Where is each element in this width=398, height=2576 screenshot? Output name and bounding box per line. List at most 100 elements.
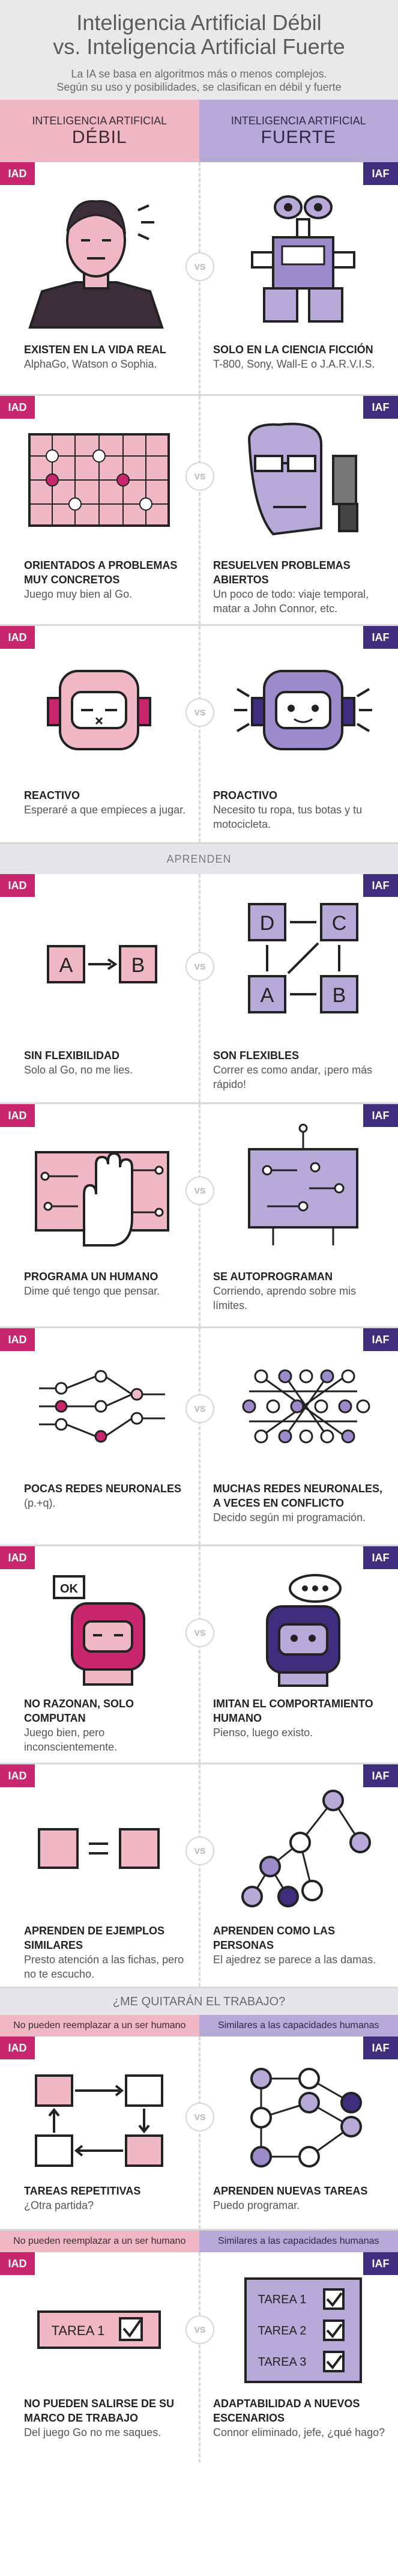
- caption-weak-sub: Juego muy bien al Go.: [24, 588, 133, 600]
- caption-weak-sub: Del juego Go no me saques.: [24, 2426, 161, 2438]
- terminator-face-icon: [247, 422, 358, 536]
- section-reactive: IAD IAF VS REACTIVO Esperaré a que empie…: [0, 626, 398, 844]
- caption-weak-title: POCAS REDES NEURONALES: [24, 1483, 182, 1495]
- caption-weak: SIN FLEXIBILIDAD Solo al Go, no me lies.: [24, 1048, 198, 1077]
- caption-strong-title: SE AUTOPROGRAMAN: [213, 1271, 333, 1283]
- vs-badge: VS: [185, 2315, 214, 2344]
- tag-iad: IAD: [0, 1764, 35, 1787]
- tag-iad: IAD: [0, 874, 35, 897]
- caption-strong-title: SON FLEXIBLES: [213, 1050, 300, 1062]
- caption-weak-sub: AlphaGo, Watson o Sophia.: [24, 358, 157, 370]
- vs-badge: VS: [185, 1176, 214, 1205]
- section-problems: IAD IAF VS ORIENTADOS A PROBLEMAS MUY CO…: [0, 396, 398, 626]
- tag-iad: IAD: [0, 1546, 35, 1569]
- tag-iaf: IAF: [363, 626, 398, 649]
- section-adaptability: IAD IAF VS TAREA 1 TAREA 1 TAREA 2 TAREA…: [0, 2252, 398, 2462]
- column-strong-big: FUERTE: [261, 127, 336, 147]
- task-3-label: TAREA 3: [258, 2356, 307, 2369]
- band-learn: APRENDEN: [0, 844, 398, 874]
- tag-iad: IAD: [0, 2252, 35, 2275]
- caption-weak-title: NO RAZONAN, SOLO COMPUTAN: [24, 1698, 134, 1724]
- tag-iaf: IAF: [363, 1764, 398, 1787]
- caption-strong: SE AUTOPROGRAMAN Corriendo, aprendo sobr…: [213, 1269, 387, 1313]
- divider: [199, 874, 201, 1102]
- caption-weak-title: TAREAS REPETITIVAS: [24, 2185, 141, 2197]
- label-c: C: [332, 912, 347, 935]
- caption-strong-sub: Correr es como andar, ¡pero más rápido!: [213, 1064, 373, 1090]
- caption-weak: ORIENTADOS A PROBLEMAS MUY CONCRETOS Jue…: [24, 558, 198, 601]
- caption-strong: SOLO EN LA CIENCIA FICCIÓN T-800, Sony, …: [213, 342, 387, 371]
- robot-ok-icon: OK: [53, 1575, 145, 1686]
- vs-badge: VS: [185, 1394, 214, 1423]
- caption-weak-sub: Esperaré a que empieces a jugar.: [24, 804, 186, 816]
- section-programming: IAD IAF VS PROGRAMA UN HUMANO Dime qué t…: [0, 1104, 398, 1328]
- caption-strong-title: APRENDEN COMO LAS PERSONAS: [213, 1925, 336, 1951]
- page-title: Inteligencia Artificial Débil vs. Inteli…: [0, 0, 398, 59]
- tag-iaf: IAF: [363, 2252, 398, 2275]
- divider: [199, 2037, 201, 2229]
- divider: [199, 2252, 201, 2462]
- label-d: D: [260, 912, 275, 935]
- column-headers: INTELIGENCIA ARTIFICIAL DÉBIL INTELIGENC…: [0, 100, 398, 162]
- subtitle-line-1: La IA se basa en algoritmos más o menos …: [71, 68, 327, 80]
- tree-graph-icon: [241, 1790, 371, 1907]
- divider: [199, 1546, 201, 1763]
- caption-weak-title: PROGRAMA UN HUMANO: [24, 1271, 158, 1283]
- vs-badge: VS: [185, 952, 214, 981]
- caption-strong-title: IMITAN EL COMPORTAMIENTO HUMANO: [213, 1698, 373, 1724]
- column-strong-header: INTELIGENCIA ARTIFICIAL FUERTE: [199, 100, 398, 162]
- tag-iad: IAD: [0, 1104, 35, 1127]
- task-2-label: TAREA 2: [258, 2324, 307, 2338]
- divider: [199, 1104, 201, 1326]
- column-strong-small: INTELIGENCIA ARTIFICIAL: [231, 114, 366, 127]
- robot-head-sleeping-icon: [47, 670, 151, 750]
- caption-strong-sub: El ajedrez se parece a las damas.: [213, 1954, 376, 1966]
- caption-strong-sub: Necesito tu ropa, tus botas y tu motocic…: [213, 804, 363, 830]
- divider: [199, 626, 201, 842]
- caption-strong-sub: Connor eliminado, jefe, ¿qué hago?: [213, 2426, 385, 2438]
- robot-head-active-icon: [234, 670, 372, 750]
- vs-badge: VS: [185, 462, 214, 491]
- tag-iaf: IAF: [363, 396, 398, 419]
- tag-iad: IAD: [0, 2037, 35, 2059]
- tag-iaf: IAF: [363, 1328, 398, 1351]
- title-line-1: Inteligencia Artificial Débil: [76, 10, 322, 35]
- tag-iad: IAD: [0, 396, 35, 419]
- label-a2: A: [261, 984, 274, 1007]
- caption-weak: EXISTEN EN LA VIDA REAL AlphaGo, Watson …: [24, 342, 198, 371]
- subtitle: La IA se basa en algoritmos más o menos …: [0, 67, 398, 94]
- tag-iaf: IAF: [363, 1546, 398, 1569]
- subband-strong: Similares a las capacidades humanas: [199, 2015, 398, 2037]
- caption-strong-title: SOLO EN LA CIENCIA FICCIÓN: [213, 344, 373, 356]
- column-weak-header: INTELIGENCIA ARTIFICIAL DÉBIL: [0, 100, 199, 162]
- vs-badge: VS: [185, 252, 214, 281]
- equal-squares-icon: [38, 1828, 160, 1869]
- abcd-network-diagram: D C A B: [248, 903, 358, 1013]
- caption-strong: PROACTIVO Necesito tu ropa, tus botas y …: [213, 788, 387, 831]
- caption-strong-sub: Decido según mi programación.: [213, 1511, 366, 1523]
- caption-strong: SON FLEXIBLES Correr es como andar, ¡per…: [213, 1048, 387, 1092]
- self-programming-chip-icon: [248, 1123, 358, 1245]
- caption-weak-sub: ¿Otra partida?: [24, 2199, 94, 2211]
- caption-weak-title: EXISTEN EN LA VIDA REAL: [24, 344, 166, 356]
- column-weak-big: DÉBIL: [71, 127, 127, 147]
- caption-strong-sub: Puedo programar.: [213, 2199, 300, 2211]
- caption-strong-sub: Un poco de todo: viaje temporal, matar a…: [213, 588, 369, 615]
- subband-1: No pueden reemplazar a un ser humano Sim…: [0, 2015, 398, 2037]
- caption-strong-title: APRENDEN NUEVAS TAREAS: [213, 2185, 368, 2197]
- repeat-loop-icon: [35, 2074, 163, 2167]
- tag-iad: IAD: [0, 626, 35, 649]
- section-reasoning: IAD IAF VS OK NO RAZONAN, SOLO COMPUTAN …: [0, 1546, 398, 1764]
- caption-strong-title: RESUELVEN PROBLEMAS ABIERTOS: [213, 559, 351, 586]
- caption-weak: PROGRAMA UN HUMANO Dime qué tengo que pe…: [24, 1269, 198, 1298]
- caption-weak-sub: (p.+q).: [24, 1497, 56, 1509]
- task-1-label: TAREA 1: [258, 2293, 307, 2306]
- caption-weak: APRENDEN DE EJEMPLOS SIMILARES Presto at…: [24, 1924, 198, 1981]
- section-neural-nets: IAD IAF VS POCAS REDES NEURONALES (p.+q)…: [0, 1328, 398, 1546]
- human-bust-icon: [28, 200, 164, 329]
- caption-weak-title: REACTIVO: [24, 789, 80, 801]
- caption-weak-title: SIN FLEXIBILIDAD: [24, 1050, 120, 1062]
- divider: [199, 396, 201, 624]
- large-neural-net-icon: [242, 1369, 370, 1444]
- robot-thinking-icon: [266, 1574, 342, 1687]
